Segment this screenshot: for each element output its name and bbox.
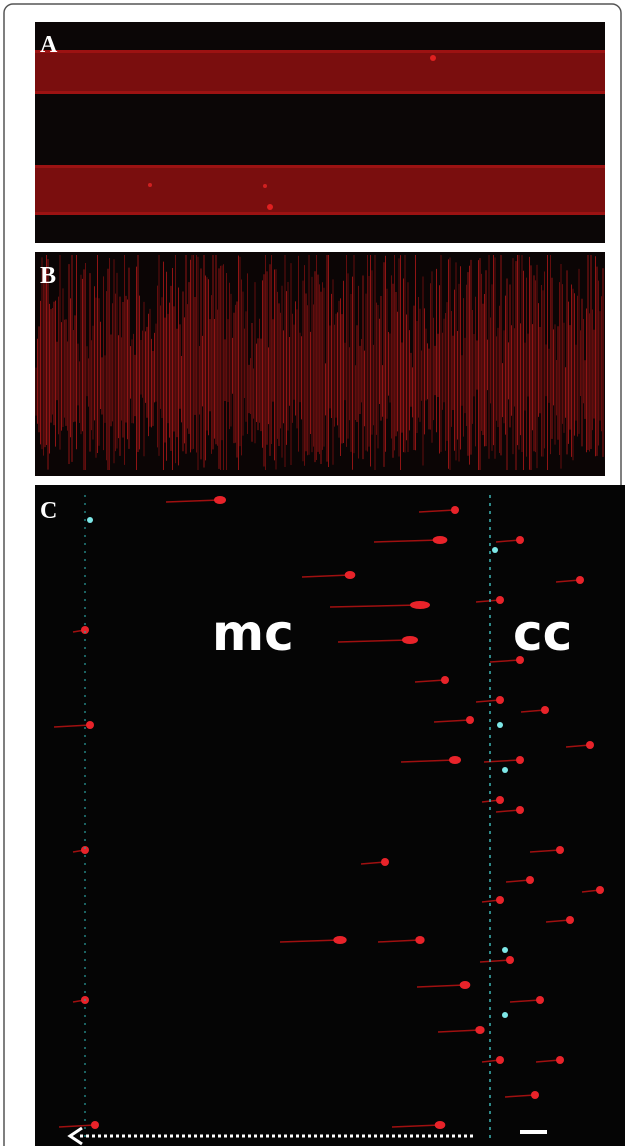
cell bbox=[466, 716, 474, 724]
cell bbox=[496, 596, 504, 604]
cell bbox=[451, 506, 459, 514]
cell bbox=[86, 721, 94, 729]
cell-process bbox=[479, 959, 511, 963]
cell-process bbox=[400, 759, 456, 763]
panel-label: C bbox=[40, 498, 57, 524]
cell-process bbox=[505, 879, 531, 883]
channel-band-inner bbox=[35, 53, 605, 91]
cell bbox=[432, 536, 448, 544]
cell bbox=[91, 1121, 99, 1129]
cell-process bbox=[337, 639, 411, 643]
cell-process bbox=[555, 579, 581, 583]
particle bbox=[430, 55, 436, 61]
cell bbox=[496, 796, 504, 804]
cell bbox=[556, 846, 564, 854]
cell-process bbox=[360, 861, 386, 865]
nucleus bbox=[502, 767, 508, 773]
arrow-head bbox=[67, 1126, 83, 1146]
nucleus bbox=[492, 547, 498, 553]
cell bbox=[449, 756, 461, 764]
cell-process bbox=[504, 1094, 536, 1098]
panel-c: mc cc C bbox=[35, 485, 625, 1146]
nucleus bbox=[87, 517, 93, 523]
cell bbox=[526, 876, 534, 884]
particle bbox=[148, 183, 152, 187]
panel-c-bg bbox=[35, 485, 625, 1146]
cell bbox=[214, 496, 226, 504]
cell bbox=[531, 1091, 539, 1099]
cell bbox=[516, 806, 524, 814]
cell-process bbox=[475, 699, 501, 703]
cell-process bbox=[509, 999, 541, 1003]
panel-b: B bbox=[35, 252, 605, 476]
cell bbox=[566, 916, 574, 924]
cell-process bbox=[58, 1124, 96, 1128]
cell-process bbox=[329, 604, 421, 608]
cell bbox=[459, 981, 471, 989]
cell-process bbox=[495, 809, 521, 813]
channel-band-inner bbox=[35, 168, 605, 212]
cell bbox=[402, 636, 418, 644]
cell bbox=[415, 936, 425, 944]
annotation: cc bbox=[513, 604, 572, 662]
cell-process bbox=[373, 539, 441, 543]
cell-process bbox=[418, 509, 456, 513]
particle bbox=[263, 184, 267, 188]
cell-process bbox=[414, 679, 446, 683]
cell bbox=[576, 576, 584, 584]
cell bbox=[381, 858, 389, 866]
cell bbox=[81, 626, 89, 634]
cell bbox=[344, 571, 356, 579]
cell-process bbox=[520, 709, 546, 713]
cell-process bbox=[433, 719, 471, 723]
cell bbox=[541, 706, 549, 714]
nucleus bbox=[502, 947, 508, 953]
cell bbox=[410, 601, 430, 609]
cell-process bbox=[489, 659, 521, 663]
cell bbox=[496, 696, 504, 704]
cell bbox=[516, 756, 524, 764]
nucleus bbox=[497, 722, 503, 728]
cell-process bbox=[495, 539, 521, 543]
cell bbox=[516, 656, 524, 664]
panel-label: A bbox=[40, 32, 58, 58]
cell-process bbox=[165, 499, 221, 503]
cell-process bbox=[301, 574, 351, 578]
particle bbox=[267, 204, 273, 210]
cell bbox=[496, 1056, 504, 1064]
cell-process bbox=[416, 984, 466, 988]
cell-process bbox=[279, 939, 341, 943]
cell-process bbox=[475, 599, 501, 603]
cell bbox=[586, 741, 594, 749]
cell-process bbox=[377, 939, 421, 943]
cell bbox=[556, 1056, 564, 1064]
cell-process bbox=[53, 724, 91, 728]
cell bbox=[441, 676, 449, 684]
annotation: mc bbox=[212, 604, 294, 662]
cell-process bbox=[529, 849, 561, 853]
cell bbox=[434, 1121, 446, 1129]
cell-process bbox=[565, 744, 591, 748]
nucleus bbox=[502, 1012, 508, 1018]
cell bbox=[596, 886, 604, 894]
cell-process bbox=[545, 919, 571, 923]
cell bbox=[536, 996, 544, 1004]
cell bbox=[333, 936, 347, 944]
cell bbox=[496, 896, 504, 904]
cell bbox=[475, 1026, 485, 1034]
cell bbox=[506, 956, 514, 964]
cell-process bbox=[437, 1029, 481, 1033]
cell bbox=[516, 536, 524, 544]
cell bbox=[81, 846, 89, 854]
panel-label: B bbox=[40, 263, 56, 289]
cell-process bbox=[391, 1124, 441, 1128]
panel-a: A bbox=[35, 22, 605, 243]
cell-process bbox=[535, 1059, 561, 1063]
